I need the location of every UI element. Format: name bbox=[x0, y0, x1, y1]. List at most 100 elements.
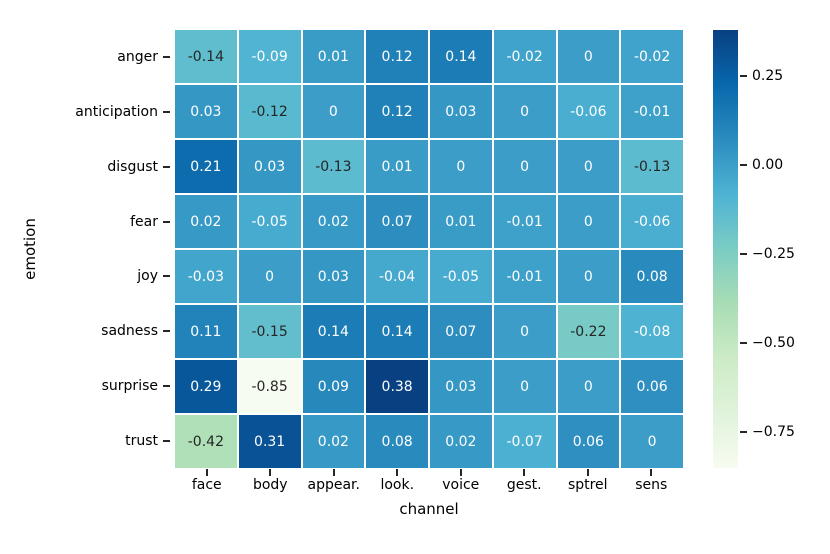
colorbar-tick-mark bbox=[740, 342, 747, 345]
heatmap-cell: 0 bbox=[557, 30, 620, 83]
x-tick-mark bbox=[269, 469, 272, 476]
heatmap-cell: -0.06 bbox=[557, 85, 620, 138]
heatmap-cell: -0.03 bbox=[175, 250, 237, 303]
x-tick-label: appear. bbox=[307, 477, 360, 493]
x-tick-label: gest. bbox=[506, 477, 542, 493]
heatmap-cell: -0.85 bbox=[238, 360, 301, 413]
x-tick-label: sptrel bbox=[567, 477, 608, 493]
heatmap-cell: -0.01 bbox=[493, 250, 556, 303]
x-tick-mark bbox=[459, 469, 462, 476]
x-tick-label: look. bbox=[380, 477, 415, 493]
heatmap-cell: 0.02 bbox=[175, 195, 237, 248]
heatmap-cell: -0.09 bbox=[238, 30, 301, 83]
heatmap-cell: 0.12 bbox=[366, 30, 428, 83]
heatmap-cell: -0.13 bbox=[302, 140, 365, 193]
heatmap-cell: 0.11 bbox=[175, 305, 237, 358]
heatmap-cell: 0 bbox=[557, 360, 620, 413]
colorbar-tick-label: −0.75 bbox=[752, 424, 795, 441]
colorbar-tick-label: 0.25 bbox=[752, 68, 784, 85]
colorbar-tick-label: −0.25 bbox=[752, 246, 795, 263]
heatmap-cell: 0.01 bbox=[302, 30, 365, 83]
y-tick-label: disgust bbox=[107, 158, 158, 175]
colorbar-tick-mark bbox=[740, 253, 747, 256]
heatmap-cell: 0.29 bbox=[175, 360, 237, 413]
heatmap-cell: -0.05 bbox=[430, 250, 492, 303]
heatmap-cell: -0.14 bbox=[175, 30, 237, 83]
heatmap-cell: 0.02 bbox=[430, 415, 492, 468]
heatmap-cell: 0.38 bbox=[366, 360, 428, 413]
heatmap-cell: 0 bbox=[557, 195, 620, 248]
y-tick-mark bbox=[163, 275, 170, 278]
y-tick-mark bbox=[163, 330, 170, 333]
heatmap-cell: 0.14 bbox=[302, 305, 365, 358]
heatmap-cell: 0.03 bbox=[238, 140, 301, 193]
colorbar-tick-mark bbox=[740, 164, 747, 167]
y-tick-mark bbox=[163, 56, 170, 59]
x-tick-mark bbox=[586, 469, 589, 476]
heatmap-grid: -0.14 -0.09 0.01 0.12 0.14 -0.02 0 -0.02 0.03 -0.… bbox=[175, 30, 683, 468]
heatmap-cell: 0.14 bbox=[430, 30, 492, 83]
heatmap-cell: 0.03 bbox=[175, 85, 237, 138]
colorbar-tick-mark bbox=[740, 75, 747, 78]
x-tick-label: body bbox=[252, 477, 288, 493]
heatmap-cell: 0 bbox=[302, 85, 365, 138]
heatmap-cell: -0.02 bbox=[493, 30, 556, 83]
heatmap-cell: -0.07 bbox=[493, 415, 556, 468]
heatmap-cell: 0 bbox=[557, 250, 620, 303]
heatmap-cell: -0.04 bbox=[366, 250, 428, 303]
heatmap-cell: 0 bbox=[493, 140, 556, 193]
heatmap-cell: 0 bbox=[238, 250, 301, 303]
heatmap-cell: 0.02 bbox=[302, 195, 365, 248]
heatmap-cell: -0.42 bbox=[175, 415, 237, 468]
x-tick-mark bbox=[396, 469, 399, 476]
heatmap-cell: 0.01 bbox=[366, 140, 428, 193]
heatmap-cell: -0.01 bbox=[621, 85, 683, 138]
heatmap-cell: 0.09 bbox=[302, 360, 365, 413]
colorbar-tick-mark bbox=[740, 431, 747, 434]
heatmap-cell: 0 bbox=[493, 85, 556, 138]
y-tick-label: surprise bbox=[101, 377, 158, 394]
x-tick-mark bbox=[650, 469, 653, 476]
heatmap-cell: -0.01 bbox=[493, 195, 556, 248]
heatmap-cell: 0.14 bbox=[366, 305, 428, 358]
heatmap-cell: -0.08 bbox=[621, 305, 683, 358]
heatmap-cell: -0.12 bbox=[238, 85, 301, 138]
heatmap-cell: 0.06 bbox=[621, 360, 683, 413]
heatmap-cell: 0.31 bbox=[238, 415, 301, 468]
heatmap-cell: 0.03 bbox=[430, 85, 492, 138]
heatmap-cell: -0.13 bbox=[621, 140, 683, 193]
colorbar-tick-label: −0.50 bbox=[752, 335, 795, 352]
x-tick-label: sens bbox=[635, 477, 668, 493]
heatmap-cell: 0.03 bbox=[302, 250, 365, 303]
heatmap-cell: 0.06 bbox=[557, 415, 620, 468]
heatmap-cell: 0 bbox=[557, 140, 620, 193]
x-tick-label: face bbox=[191, 477, 222, 493]
x-tick-label: voice bbox=[442, 477, 480, 493]
heatmap-cell: 0.07 bbox=[366, 195, 428, 248]
heatmap-cell: -0.05 bbox=[238, 195, 301, 248]
x-axis-label: channel bbox=[399, 500, 459, 518]
heatmap-cell: 0.12 bbox=[366, 85, 428, 138]
heatmap-cell: 0 bbox=[430, 140, 492, 193]
heatmap-cell: 0.01 bbox=[430, 195, 492, 248]
heatmap-cell: -0.06 bbox=[621, 195, 683, 248]
heatmap-cell: 0.08 bbox=[621, 250, 683, 303]
colorbar-tick-label: 0.00 bbox=[752, 157, 784, 174]
x-tick-mark bbox=[332, 469, 335, 476]
y-tick-label: joy bbox=[137, 268, 158, 285]
y-tick-mark bbox=[163, 111, 170, 114]
heatmap-cell: 0 bbox=[493, 305, 556, 358]
heatmap-cell: 0.21 bbox=[175, 140, 237, 193]
y-tick-mark bbox=[163, 439, 170, 442]
x-tick-mark bbox=[205, 469, 208, 476]
x-tick-mark bbox=[523, 469, 526, 476]
heatmap-cell: 0.02 bbox=[302, 415, 365, 468]
heatmap-cell: -0.02 bbox=[621, 30, 683, 83]
y-tick-mark bbox=[163, 384, 170, 387]
y-tick-label: anger bbox=[117, 49, 158, 66]
y-tick-mark bbox=[163, 220, 170, 223]
y-tick-label: trust bbox=[125, 432, 158, 449]
heatmap-cell: -0.15 bbox=[238, 305, 301, 358]
y-tick-label: fear bbox=[130, 213, 158, 230]
